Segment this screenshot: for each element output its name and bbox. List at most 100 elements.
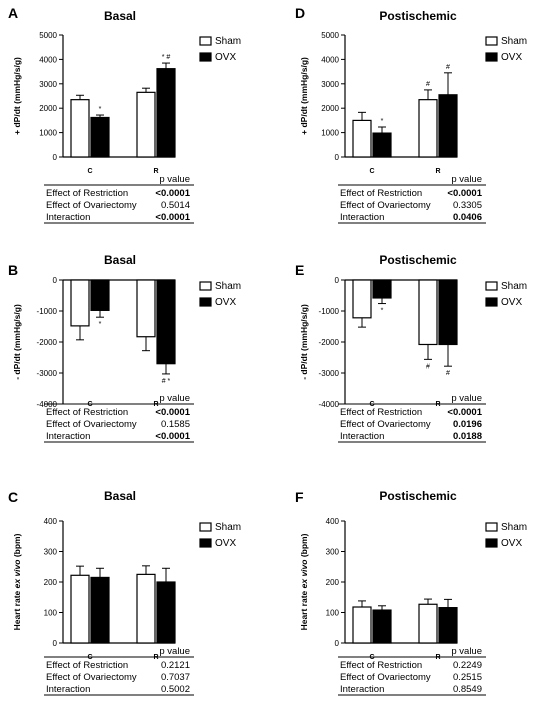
- legend-swatch: [199, 36, 212, 46]
- x-tick-label: C: [369, 168, 374, 175]
- y-tick-label: 100: [326, 609, 340, 618]
- table-row-label: Interaction: [46, 684, 90, 695]
- y-tick-label: -3000: [319, 369, 340, 378]
- y-tick-label: -1000: [37, 307, 58, 316]
- bar-ovx-r: [156, 279, 176, 365]
- table-row-label: Effect of Ovariectomy: [340, 419, 431, 430]
- bar-sham-c: [352, 279, 372, 319]
- significance-mark: #: [426, 81, 430, 88]
- y-tick-label: 400: [44, 517, 58, 526]
- y-tick-label: 4000: [321, 55, 339, 64]
- table-row-value: <0.0001: [155, 431, 190, 442]
- table-row-value: <0.0001: [155, 407, 190, 418]
- table-row-value: <0.0001: [447, 188, 482, 199]
- y-tick-label: 2000: [321, 104, 339, 113]
- table-row-label: Effect of Restriction: [46, 407, 128, 418]
- legend-label: OVX: [501, 538, 522, 549]
- significance-mark: # *: [162, 378, 171, 385]
- panel-b: B Basal - dP/dt (mmHg/s/g) 0 -1000 -2000 -3000…: [8, 253, 241, 443]
- table-row-label: Effect of Restriction: [46, 188, 128, 199]
- y-tick-label: -4000: [319, 400, 340, 409]
- panel-title: Postischemic: [379, 489, 457, 503]
- y-tick-label: 3000: [321, 80, 339, 89]
- legend-label: Sham: [501, 36, 527, 47]
- table-row-label: Effect of Restriction: [340, 660, 422, 671]
- table-header: p value: [159, 393, 190, 404]
- bar-sham-c: [70, 574, 90, 644]
- panel-label: D: [295, 5, 305, 21]
- y-tick-label: 0: [335, 639, 340, 648]
- panel-d: D Postischemic + dP/dt (mmHg/s/g) 0 1000 2000…: [295, 5, 527, 224]
- significance-mark: *: [99, 321, 102, 328]
- y-axis-label: Heart rate ex vivo (bpm): [12, 533, 22, 630]
- x-tick-label: R: [435, 168, 440, 175]
- table-row-label: Interaction: [340, 684, 384, 695]
- table-row-label: Effect of Ovariectomy: [340, 200, 431, 211]
- legend-swatch: [199, 281, 212, 291]
- bar-ovx-c: [372, 132, 392, 158]
- x-tick-label: C: [87, 168, 92, 175]
- table-row-value: 0.0188: [453, 431, 482, 442]
- table-header: p value: [451, 393, 482, 404]
- y-axis-label: - dP/dt (mmHg/s/g): [299, 304, 309, 380]
- legend-swatch: [199, 522, 212, 532]
- table-row-value: 0.7037: [161, 672, 190, 683]
- table-row-value: 0.2121: [161, 660, 190, 671]
- y-tick-label: 200: [44, 578, 58, 587]
- panel-title: Basal: [104, 253, 136, 267]
- panel-title: Basal: [104, 9, 136, 23]
- panel-label: B: [8, 262, 18, 278]
- table-row-value: <0.0001: [155, 188, 190, 199]
- table-row-value: 0.2249: [453, 660, 482, 671]
- panel-a: A Basal + dP/dt (mmHg/s/g) 0 1000 2000 3000 400…: [8, 5, 241, 224]
- table-header: p value: [451, 174, 482, 185]
- table-row-label: Interaction: [46, 431, 90, 442]
- table-row-label: Effect of Ovariectomy: [46, 672, 137, 683]
- legend-label: OVX: [215, 52, 236, 63]
- panel-f: F Postischemic Heart rate ex vivo (bpm) 0 10…: [295, 489, 527, 696]
- legend-label: OVX: [215, 538, 236, 549]
- table-row-value: 0.1585: [161, 419, 190, 430]
- bar-ovx-r: [438, 607, 458, 644]
- legend-swatch: [485, 52, 498, 62]
- bar-sham-r: [418, 279, 438, 346]
- table-row-value: 0.3305: [453, 200, 482, 211]
- bar-sham-c: [70, 279, 90, 327]
- y-tick-label: 0: [335, 153, 340, 162]
- table-header: p value: [451, 646, 482, 657]
- y-tick-label: 300: [326, 548, 340, 557]
- y-tick-label: 1000: [321, 129, 339, 138]
- x-tick-label: R: [153, 168, 158, 175]
- table-row-label: Effect of Restriction: [340, 407, 422, 418]
- bar-sham-c: [70, 99, 90, 158]
- legend-label: Sham: [501, 522, 527, 533]
- legend-label: Sham: [501, 281, 527, 292]
- panel-c: C Basal Heart rate ex vivo (bpm) 0 100 200 300…: [8, 489, 241, 696]
- y-tick-label: 5000: [321, 31, 339, 40]
- bar-ovx-c: [90, 279, 110, 311]
- bar-sham-r: [418, 603, 438, 644]
- y-tick-label: 4000: [39, 55, 57, 64]
- legend-swatch: [485, 297, 498, 307]
- table-row-value: <0.0001: [447, 407, 482, 418]
- table-row-value: 0.2515: [453, 672, 482, 683]
- panel-label: F: [295, 489, 304, 505]
- table-row-label: Effect of Ovariectomy: [46, 419, 137, 430]
- significance-mark: *: [99, 106, 102, 113]
- bar-ovx-c: [372, 279, 392, 299]
- legend-swatch: [199, 297, 212, 307]
- legend-label: OVX: [215, 297, 236, 308]
- panel-e: E Postischemic - dP/dt (mmHg/s/g) 0 -1000 -20…: [295, 253, 527, 443]
- table-header: p value: [159, 174, 190, 185]
- significance-mark: #: [426, 363, 430, 370]
- bar-sham-r: [418, 99, 438, 158]
- legend-swatch: [199, 52, 212, 62]
- bar-ovx-c: [372, 609, 392, 644]
- table-row-label: Effect of Restriction: [46, 660, 128, 671]
- y-tick-label: -2000: [319, 338, 340, 347]
- panel-title: Basal: [104, 489, 136, 503]
- table-row-value: 0.8549: [453, 684, 482, 695]
- table-header: p value: [159, 646, 190, 657]
- legend-label: OVX: [501, 297, 522, 308]
- table-row-value: 0.5002: [161, 684, 190, 695]
